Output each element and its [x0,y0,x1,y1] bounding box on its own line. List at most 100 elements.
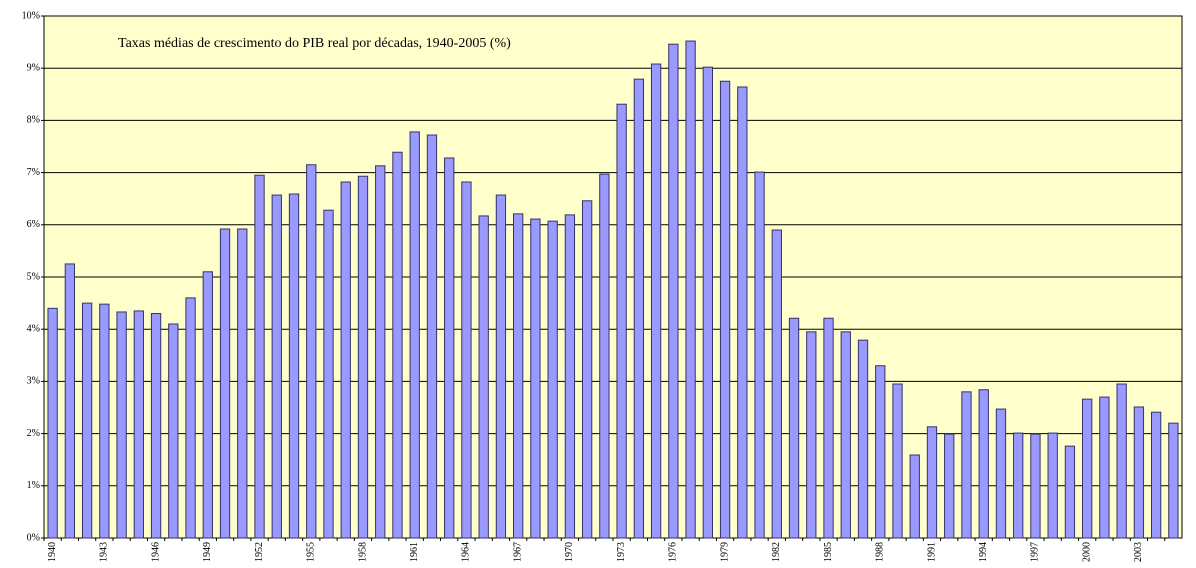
bar [702,66,713,539]
y-tick-label: 5% [27,271,40,282]
bar [547,220,558,539]
bar [978,389,989,539]
bar [737,86,748,539]
bar [530,218,541,539]
bar [892,383,903,539]
bar [650,63,662,539]
bar [185,297,196,539]
bar [1013,432,1024,539]
bar [461,181,472,539]
bar [306,164,317,539]
bar [254,174,265,539]
bar [1150,411,1162,539]
bar [81,302,93,539]
x-tick-label: 1970 [564,542,575,562]
x-tick-label: 1967 [512,542,523,562]
x-tick-label: 1949 [202,542,213,562]
bar [150,313,162,539]
bar [392,151,403,539]
x-tick-label: 2000 [1081,542,1092,562]
y-tick-label: 4% [27,323,40,334]
bar [168,323,179,539]
bar [1168,422,1179,539]
y-tick-label: 6% [27,219,40,230]
bar [202,271,213,539]
bar [133,310,144,539]
bar [357,175,369,539]
bar [788,317,800,539]
bar [237,228,248,539]
x-tick-label: 1961 [409,542,420,562]
bar [513,213,524,539]
bar [47,307,58,539]
bar [685,40,696,539]
bar [633,78,645,539]
bar [840,331,851,539]
bar [116,311,127,539]
y-tick-label: 1% [27,480,40,491]
x-tick-label: 1943 [99,542,110,562]
bar [1047,432,1058,539]
x-tick-label: 1964 [461,542,472,562]
bar [771,229,782,539]
bars [47,40,1179,539]
bar [478,215,489,539]
y-tick-label: 7% [27,167,40,178]
bar [219,228,231,539]
bar [340,181,351,539]
bar [99,303,110,539]
bar [426,134,438,539]
y-tick-label: 2% [27,428,40,439]
bar [926,426,938,539]
x-tick-label: 1988 [875,542,886,562]
x-tick-label: 1976 [668,542,679,562]
bar [823,317,834,539]
bar [875,365,886,539]
y-tick-label: 9% [27,62,40,73]
x-tick-label: 1994 [978,542,989,562]
bar [64,263,76,539]
x-tick-label: 1940 [47,542,58,562]
bar [961,391,972,539]
bar [909,454,920,539]
bar [599,173,610,539]
bar [409,131,420,539]
x-tick-label: 1979 [719,542,730,562]
bar [616,103,627,539]
y-tick-label: 3% [27,376,40,387]
bar [581,200,593,539]
bar [1064,445,1076,539]
bar [754,171,765,539]
bar [995,408,1007,539]
bar [444,157,455,539]
x-tick-label: 2003 [1133,542,1144,562]
bar [375,165,386,539]
x-tick-label: 1955 [306,542,317,562]
bar [1030,433,1041,539]
bar [495,194,507,539]
bar [944,433,955,539]
bar [668,43,679,539]
x-tick-label: 1946 [150,542,161,562]
bar [1099,396,1110,539]
x-tick-label: 1973 [616,542,627,562]
bar [1133,406,1145,539]
bar [806,331,817,539]
x-tick-label: 1982 [771,542,782,562]
chart-title: Taxas médias de crescimento do PIB real … [118,36,511,51]
bar [857,339,869,539]
y-tick-label: 10% [22,10,40,21]
bar [1082,398,1093,539]
y-tick-label: 8% [27,115,40,126]
x-tick-label: 1952 [254,542,265,562]
x-tick-label: 1997 [1030,542,1041,562]
bar [564,214,576,539]
bar [323,209,334,539]
bar [1116,383,1127,539]
x-tick-label: 1958 [357,542,368,562]
bar [288,193,300,539]
x-tick-label: 1985 [823,542,834,562]
x-tick-label: 1991 [926,542,937,562]
